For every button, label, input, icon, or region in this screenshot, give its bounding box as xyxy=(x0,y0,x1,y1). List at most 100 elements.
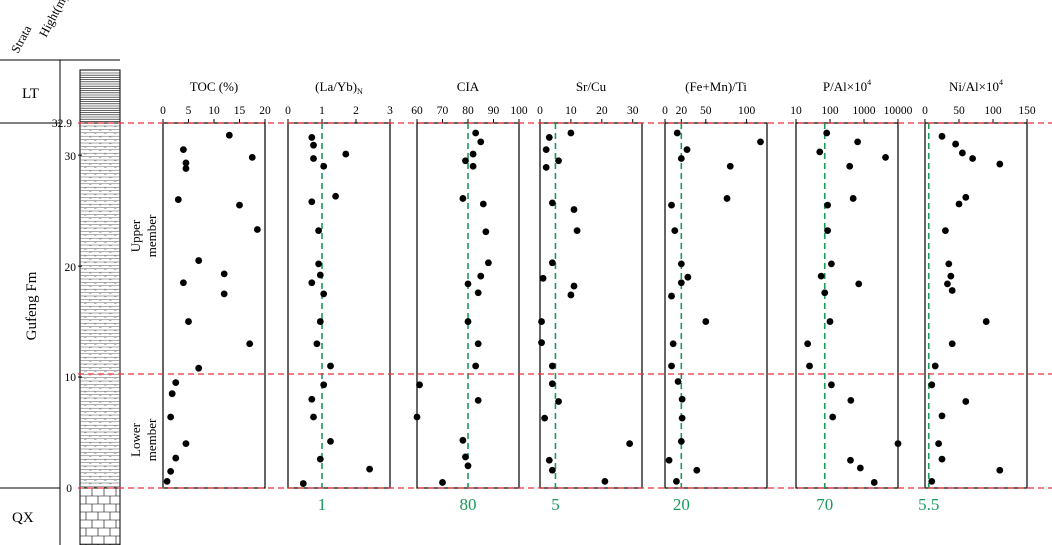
data-point xyxy=(938,455,946,463)
data-point xyxy=(315,260,322,268)
data-point xyxy=(548,380,556,388)
data-point xyxy=(308,198,316,206)
height-tick-0: 0 xyxy=(66,483,72,495)
data-point xyxy=(248,153,256,161)
data-point xyxy=(472,362,480,370)
data-point xyxy=(168,390,176,398)
lower-member-label: Lower xyxy=(128,422,143,457)
data-point xyxy=(665,456,673,464)
x-tick-label: 20 xyxy=(596,105,608,117)
height-tick-10: 10 xyxy=(65,372,77,384)
x-tick-label: 100 xyxy=(510,105,528,117)
data-point xyxy=(172,379,180,387)
height-header: Hight(m) xyxy=(36,0,70,39)
data-point xyxy=(462,157,469,165)
data-point xyxy=(816,148,824,156)
panel-title: Sr/Cu xyxy=(576,79,607,94)
data-point xyxy=(482,228,490,236)
data-point xyxy=(548,259,556,267)
data-point xyxy=(538,339,545,347)
data-point xyxy=(938,132,946,140)
data-point xyxy=(948,340,956,348)
data-point xyxy=(545,134,553,141)
data-point xyxy=(538,318,545,325)
x-tick-label: 2 xyxy=(353,105,359,117)
data-point xyxy=(313,340,321,348)
data-point xyxy=(683,146,691,154)
data-point xyxy=(172,454,180,462)
data-point xyxy=(959,149,966,157)
data-point xyxy=(570,282,578,290)
data-point xyxy=(474,340,482,348)
data-point xyxy=(673,477,680,485)
data-point xyxy=(555,157,562,165)
data-point xyxy=(846,162,854,170)
x-tick-label: 1 xyxy=(319,105,325,117)
boundary-lines xyxy=(78,122,1052,489)
data-point xyxy=(824,201,832,209)
strata-header: Strata xyxy=(8,23,34,56)
data-point xyxy=(677,260,685,268)
data-point xyxy=(668,292,675,300)
x-tick-label: 20 xyxy=(676,105,688,117)
panel-title: TOC (%) xyxy=(190,79,239,94)
data-point xyxy=(163,477,171,485)
data-point xyxy=(462,453,469,461)
data-point xyxy=(167,467,175,475)
data-point xyxy=(459,195,467,202)
data-point xyxy=(474,396,482,404)
data-point xyxy=(416,381,423,389)
x-tick-label: 3 xyxy=(387,105,393,117)
data-point xyxy=(174,196,182,203)
data-point xyxy=(962,398,970,405)
data-point xyxy=(823,129,831,137)
x-tick-label: 60 xyxy=(411,105,423,117)
panel-frame xyxy=(924,122,1028,489)
data-point xyxy=(806,362,813,370)
data-point xyxy=(464,318,472,325)
threshold-label: 5.5 xyxy=(918,495,939,514)
x-tick-label: 100 xyxy=(821,105,839,117)
panel-title: CIA xyxy=(457,79,480,94)
data-point xyxy=(856,464,864,472)
data-point xyxy=(479,200,487,208)
panel-frame xyxy=(795,122,899,489)
data-point xyxy=(220,290,228,298)
data-point xyxy=(541,414,549,422)
data-point xyxy=(668,362,675,370)
data-point xyxy=(928,477,936,485)
data-point xyxy=(969,155,976,162)
panel-title: (La/Yb)N xyxy=(315,79,363,96)
data-point xyxy=(678,395,686,403)
data-point xyxy=(308,279,316,287)
data-point xyxy=(677,279,685,287)
data-point xyxy=(855,280,863,288)
data-point xyxy=(548,199,556,207)
data-point xyxy=(935,440,942,448)
data-point xyxy=(955,200,963,208)
strata-column: LT Gufeng Fm QX xyxy=(0,59,120,545)
data-point xyxy=(246,340,254,348)
data-point xyxy=(996,466,1004,474)
data-point xyxy=(236,201,243,209)
data-point xyxy=(757,138,764,146)
data-point xyxy=(469,150,477,158)
data-point xyxy=(366,465,373,473)
litho-lt-unit xyxy=(79,69,121,124)
data-point xyxy=(180,279,187,287)
x-tick-label: 10 xyxy=(565,105,577,117)
data-point xyxy=(310,155,317,162)
x-tick-label: 30 xyxy=(627,105,639,117)
threshold-label: 5 xyxy=(551,495,560,514)
data-point xyxy=(674,378,682,385)
data-point xyxy=(894,440,902,448)
panel-title: P/Al×104 xyxy=(823,78,871,94)
data-point xyxy=(854,138,862,146)
data-point xyxy=(182,165,190,172)
lower-member-label-2: member xyxy=(144,418,159,461)
x-tick-label: 5 xyxy=(186,105,192,117)
x-tick-label: 70 xyxy=(437,105,449,117)
x-tick-label: 150 xyxy=(1018,105,1036,117)
x-tick-label: 90 xyxy=(488,105,500,117)
upper-member-label: Upper xyxy=(128,219,143,252)
